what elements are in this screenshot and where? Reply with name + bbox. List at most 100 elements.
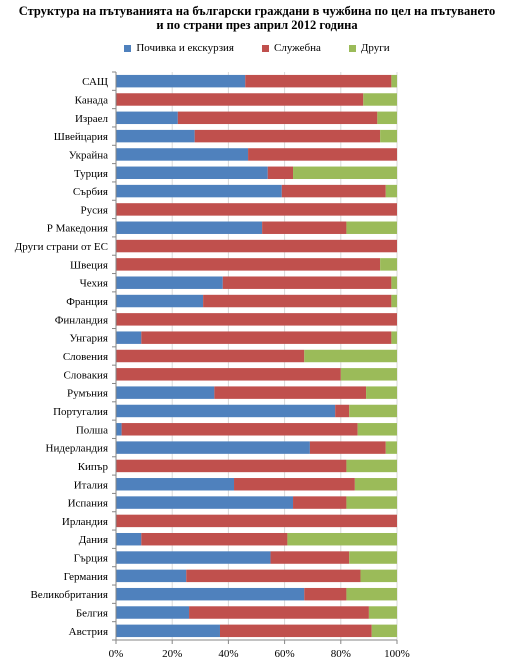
bar-segment-business (293, 496, 347, 509)
bar-segment-business (219, 624, 372, 638)
legend-item-other: Други (348, 42, 390, 54)
bar-segment-leisure (116, 532, 142, 546)
bar-segment-leisure (116, 276, 223, 289)
bar-segment-leisure (116, 166, 268, 180)
category-label: Унгария (69, 333, 108, 345)
legend-swatch-business (262, 44, 269, 52)
bar-segment-other (346, 459, 397, 473)
bar-segment-leisure (116, 569, 187, 583)
legend-label-other: Други (360, 42, 390, 54)
bar-segment-other (391, 276, 397, 289)
bar-segment-leisure (116, 587, 305, 601)
bar-segment-business (194, 129, 381, 143)
bar-segment-business (189, 606, 369, 619)
category-label: Нидерландия (46, 443, 108, 455)
bar-segment-leisure (116, 294, 204, 308)
category-label: Португалия (53, 406, 108, 418)
bar-segment-other (366, 386, 397, 399)
bar-segment-business (177, 111, 378, 125)
category-label: Испания (68, 498, 108, 510)
category-label: Израел (75, 113, 109, 125)
bars (116, 74, 397, 638)
bar-segment-business (141, 331, 392, 344)
x-tick-label: 100% (384, 648, 410, 660)
bar-segment-other (360, 569, 397, 583)
bar-segment-leisure (116, 111, 178, 125)
bar-segment-leisure (116, 129, 195, 143)
category-label: Франция (66, 296, 108, 308)
bar-segment-other (349, 404, 397, 418)
bar-segment-leisure (116, 74, 246, 88)
category-label: Турция (74, 168, 108, 180)
bar-segment-leisure (116, 441, 310, 454)
legend-item-leisure: Почивка и екскурзия (124, 42, 234, 54)
bar-segment-business (245, 74, 392, 88)
category-label: Австрия (69, 626, 108, 638)
bar-segment-other (357, 423, 397, 436)
bar-segment-business (309, 441, 386, 454)
bar-segment-other (304, 349, 397, 363)
bar-segment-business (121, 423, 358, 436)
bar-segment-business (267, 166, 294, 180)
bar-segment-other (391, 294, 397, 308)
bar-segment-business (214, 386, 367, 399)
bar-segment-other (340, 368, 397, 381)
category-label: Словения (63, 351, 108, 363)
category-labels: САЩ Канада Израел Швейцария Украйна Турция Сър… (15, 76, 109, 638)
bar-segment-business (304, 587, 347, 601)
chart-title-line-1: Структура на пътуванията на български гр… (18, 4, 496, 18)
chart-title-line-2: и по страни през април 2012 година (156, 18, 358, 32)
legend-label-leisure: Почивка и екскурзия (136, 42, 234, 54)
bar-segment-other (363, 93, 397, 106)
bar-segment-leisure (116, 184, 282, 198)
bar-segment-business (116, 93, 364, 106)
bar-segment-other (385, 441, 397, 454)
category-label: Финландия (55, 314, 108, 326)
category-label: Италия (74, 479, 108, 491)
bar-segment-leisure (116, 551, 271, 564)
category-label: Дания (79, 534, 108, 546)
x-tick-label: 0% (109, 648, 124, 660)
bar-segment-other (349, 551, 397, 564)
category-label: Словакия (63, 369, 108, 381)
category-label: Чехия (80, 278, 108, 290)
category-label: Украйна (69, 149, 108, 161)
bar-segment-business (203, 294, 392, 308)
bar-segment-business (116, 514, 397, 528)
category-label: Канада (75, 94, 108, 106)
bar-segment-leisure (116, 386, 215, 399)
category-label: Други страни от ЕС (15, 241, 108, 253)
category-label: САЩ (82, 76, 108, 88)
bar-segment-other (391, 331, 397, 344)
bar-segment-other (346, 587, 397, 601)
category-label: Германия (64, 571, 108, 583)
bar-segment-leisure (116, 404, 336, 418)
bar-segment-business (335, 404, 350, 418)
x-tick-label: 20% (162, 648, 182, 660)
bar-segment-business (116, 203, 397, 216)
category-label: Швеция (70, 259, 108, 271)
bar-segment-other (287, 532, 397, 546)
bar-segment-other (380, 258, 397, 271)
bar-segment-business (141, 532, 288, 546)
chart-legend: Почивка и екскурзия Служебна Други (0, 40, 514, 56)
bar-segment-business (262, 221, 347, 234)
bar-segment-business (186, 569, 361, 583)
bar-segment-leisure (116, 478, 235, 491)
bar-segment-business (116, 239, 397, 253)
bar-segment-leisure (116, 148, 249, 161)
x-tick-label: 60% (275, 648, 295, 660)
legend-item-business: Служебна (262, 42, 321, 54)
bar-segment-business (116, 459, 347, 473)
bar-segment-other (354, 478, 397, 491)
category-label: Русия (81, 204, 108, 216)
legend-label-business: Служебна (274, 42, 321, 54)
bar-segment-leisure (116, 331, 142, 344)
bar-segment-business (222, 276, 392, 289)
bar-segment-business (116, 313, 397, 326)
bar-segment-other (346, 496, 397, 509)
bar-segment-business (270, 551, 350, 564)
bar-segment-business (248, 148, 397, 161)
x-tick-label: 80% (331, 648, 351, 660)
